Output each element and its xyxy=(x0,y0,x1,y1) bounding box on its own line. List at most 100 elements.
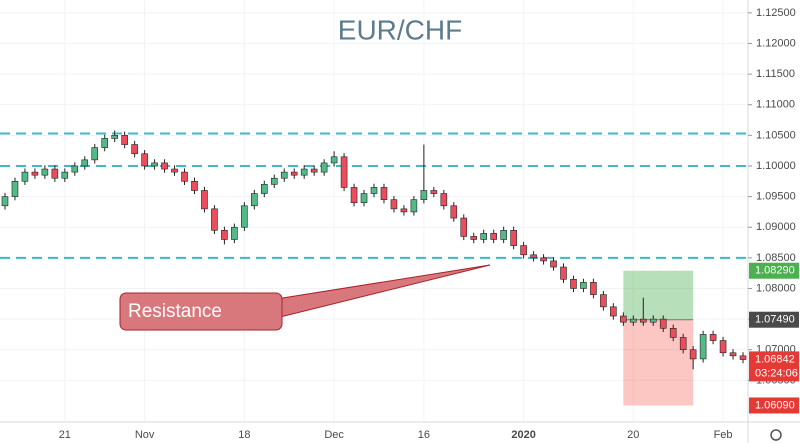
price-tag xyxy=(749,311,799,328)
countdown: 03:24:06 xyxy=(755,367,798,379)
candle-body xyxy=(410,199,418,213)
candle-body xyxy=(719,340,727,354)
candle-body xyxy=(101,138,109,148)
candle-body xyxy=(600,294,607,308)
candle-body xyxy=(191,180,198,191)
y-tick-label: 1.11000 xyxy=(756,99,795,111)
settings-icon[interactable] xyxy=(770,429,782,441)
candle-body xyxy=(510,229,517,246)
candle-body xyxy=(21,171,29,182)
candle-body xyxy=(430,190,438,194)
candle-body xyxy=(51,168,59,179)
candle-body xyxy=(380,187,388,200)
candle-body xyxy=(290,171,298,176)
candle-body xyxy=(679,337,687,351)
candle-body xyxy=(330,156,338,164)
candle-body xyxy=(221,229,228,240)
candle-body xyxy=(261,184,268,194)
y-tick-label: 1.10000 xyxy=(756,160,796,172)
candle-body xyxy=(1,196,9,207)
candle-body xyxy=(620,315,627,323)
profit-zone xyxy=(623,270,694,320)
candle-body xyxy=(201,190,208,210)
candle-body xyxy=(400,208,408,213)
price-tag-label: 1.08290 xyxy=(755,265,795,277)
candle-body xyxy=(659,318,667,329)
x-tick-label: Feb xyxy=(714,429,733,441)
candle-body xyxy=(420,190,428,200)
candle-body xyxy=(470,236,478,240)
candle-body xyxy=(310,168,318,173)
candle-body xyxy=(689,349,697,360)
candle-body xyxy=(280,171,288,179)
candle-body xyxy=(739,355,747,360)
y-tick-label: 1.12500 xyxy=(756,7,796,19)
candle-body xyxy=(610,306,617,317)
candle-body xyxy=(530,254,537,259)
candle-body xyxy=(450,205,458,219)
candle-body xyxy=(350,187,358,204)
candle-body xyxy=(241,205,248,228)
y-tick-label: 1.11500 xyxy=(756,68,795,80)
price-tag-label: 1.07490 xyxy=(755,314,795,326)
resistance-callout: Resistance xyxy=(119,264,491,331)
candle-body xyxy=(270,177,278,185)
candle-body xyxy=(520,245,527,256)
candle-body xyxy=(161,162,168,170)
price-tag xyxy=(749,351,799,382)
y-tick-label: 1.09000 xyxy=(756,221,796,233)
candle-body xyxy=(709,334,717,341)
candle-body xyxy=(390,199,398,210)
candle-body xyxy=(251,193,258,207)
candle-body xyxy=(630,318,637,323)
x-tick-label: 2020 xyxy=(511,429,535,441)
candle-body xyxy=(91,147,99,161)
candle-body xyxy=(490,233,497,240)
candle-body xyxy=(540,257,547,262)
candle-body xyxy=(580,282,587,289)
candle-body xyxy=(31,171,39,176)
candle-body xyxy=(320,162,328,173)
candle-body xyxy=(460,217,468,237)
candle-body xyxy=(181,171,188,182)
candle-body xyxy=(560,266,567,280)
price-tag-label: 1.06842 xyxy=(755,353,795,365)
candle-body xyxy=(61,171,69,179)
candle-body xyxy=(211,208,218,231)
callout-box xyxy=(119,292,283,331)
y-tick-label: 1.12000 xyxy=(756,37,796,49)
candle-body xyxy=(231,226,238,240)
candle-body xyxy=(440,193,448,207)
price-tag-label: 1.06090 xyxy=(755,399,795,411)
candle-body xyxy=(639,318,647,323)
x-tick-label: Dec xyxy=(324,429,344,441)
candle-body xyxy=(370,187,378,194)
candle-body xyxy=(41,168,49,176)
candle-body xyxy=(300,168,308,176)
settings-gear[interactable] xyxy=(770,429,782,441)
candle-body xyxy=(171,168,178,173)
candle-body xyxy=(131,144,138,155)
candle-body xyxy=(649,318,657,323)
candle-body xyxy=(729,352,737,357)
candle-body xyxy=(111,135,118,139)
price-tag xyxy=(749,397,799,414)
candle-body xyxy=(480,233,487,240)
candle-body xyxy=(550,260,557,268)
price-tag xyxy=(749,262,799,279)
x-tick-label: 18 xyxy=(238,429,250,441)
y-tick-label: 1.10500 xyxy=(756,129,796,141)
candle-body xyxy=(11,180,19,197)
chart-title: EUR/CHF xyxy=(338,14,462,45)
x-tick-label: 20 xyxy=(627,429,639,441)
callout-text: Resistance xyxy=(128,301,222,322)
x-tick-label: 16 xyxy=(418,429,430,441)
candle-body xyxy=(669,327,677,338)
candle-body xyxy=(71,165,79,173)
candle-body xyxy=(81,159,89,167)
candle-body xyxy=(570,278,577,289)
candle-body xyxy=(340,156,348,188)
candle-body xyxy=(360,193,368,204)
